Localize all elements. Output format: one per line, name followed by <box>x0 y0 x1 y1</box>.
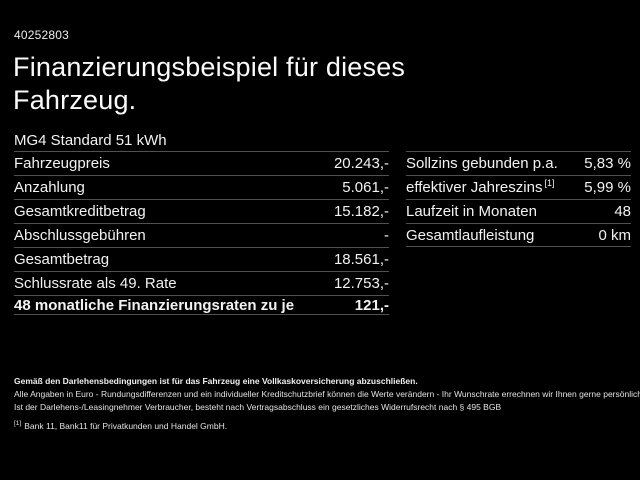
vehicle-id: 40252803 <box>14 28 69 42</box>
table-row-effective-interest: effektiver Jahreszins [1] 5,99 % <box>406 175 631 199</box>
row-label: Gesamtlaufleistung <box>406 226 535 244</box>
row-value: 12.753,- <box>333 275 389 292</box>
row-label: Anzahlung <box>14 179 85 196</box>
table-row-total-amount: Gesamtbetrag 18.561,- <box>14 247 389 271</box>
table-row-closing-fees: Abschlussgebühren - <box>14 223 389 247</box>
row-value: 15.182,- <box>333 203 389 220</box>
rounding-note: Alle Angaben in Euro - Rundungsdifferenz… <box>14 389 640 399</box>
row-value: 5,99 % <box>584 179 631 196</box>
row-value: 121,- <box>354 296 389 314</box>
table-row-total-mileage: Gesamtlaufleistung 0 km <box>406 223 631 247</box>
row-label: Gesamtbetrag <box>14 251 110 268</box>
row-label: Laufzeit in Monaten <box>406 203 537 220</box>
table-row-term-months: Laufzeit in Monaten 48 <box>406 199 631 223</box>
row-value: 20.243,- <box>333 155 389 172</box>
vehicle-model: MG4 Standard 51 kWh <box>14 132 167 149</box>
row-label: Abschlussgebühren <box>14 227 146 244</box>
insurance-note: Gemäß den Darlehensbedingungen ist für d… <box>14 376 418 386</box>
bank-footnote-text: Bank 11, Bank11 für Privatkunden und Han… <box>24 421 228 431</box>
page-title-line1: Finanzierungsbeispiel für dieses <box>13 52 406 82</box>
footnote-marker: [1] <box>14 420 22 428</box>
withdrawal-note: Ist der Darlehens-/Leasingnehmer Verbrau… <box>14 402 502 412</box>
row-label: Sollzins gebunden p.a. <box>406 155 558 172</box>
row-label: Gesamtkreditbetrag <box>14 203 146 220</box>
bank-footnote: [1] Bank 11, Bank11 für Privatkunden und … <box>14 420 634 433</box>
footnote-marker: [1] <box>544 178 555 188</box>
row-value: - <box>384 227 389 244</box>
table-row-total-credit: Gesamtkreditbetrag 15.182,- <box>14 199 389 223</box>
page-title: Finanzierungsbeispiel für dieses Fahrzeug… <box>13 51 405 117</box>
finance-table: MG4 Standard 51 kWh Fahrzeugpreis 20.243… <box>14 130 389 315</box>
row-label: Fahrzeugpreis <box>14 155 110 172</box>
row-label: effektiver Jahreszins [1] <box>406 178 555 197</box>
finance-columns: MG4 Standard 51 kWh Fahrzeugpreis 20.243… <box>14 130 631 315</box>
table-row-down-payment: Anzahlung 5.061,- <box>14 175 389 199</box>
table-row-vehicle-price: Fahrzeugpreis 20.243,- <box>14 151 389 175</box>
row-value: 5,83 % <box>584 155 631 172</box>
page-title-line2: Fahrzeug. <box>13 85 137 115</box>
table-row-monthly-rate: 48 monatliche Finanzierungsraten zu je 1… <box>14 295 389 315</box>
conditions-table: Sollzins gebunden p.a. 5,83 % effektiver… <box>406 151 631 315</box>
table-row-final-installment: Schlussrate als 49. Rate 12.753,- <box>14 271 389 295</box>
row-value: 5.061,- <box>342 179 389 196</box>
row-label-text: effektiver Jahreszins <box>406 179 543 196</box>
row-value: 48 <box>614 203 631 220</box>
row-label: 48 monatliche Finanzierungsraten zu je <box>14 296 295 314</box>
legal-notes: Gemäß den Darlehensbedingungen ist für d… <box>14 375 640 433</box>
row-value: 18.561,- <box>333 251 389 268</box>
row-label: Schlussrate als 49. Rate <box>14 275 177 292</box>
row-value: 0 km <box>598 226 631 244</box>
table-row-nominal-interest: Sollzins gebunden p.a. 5,83 % <box>406 151 631 175</box>
